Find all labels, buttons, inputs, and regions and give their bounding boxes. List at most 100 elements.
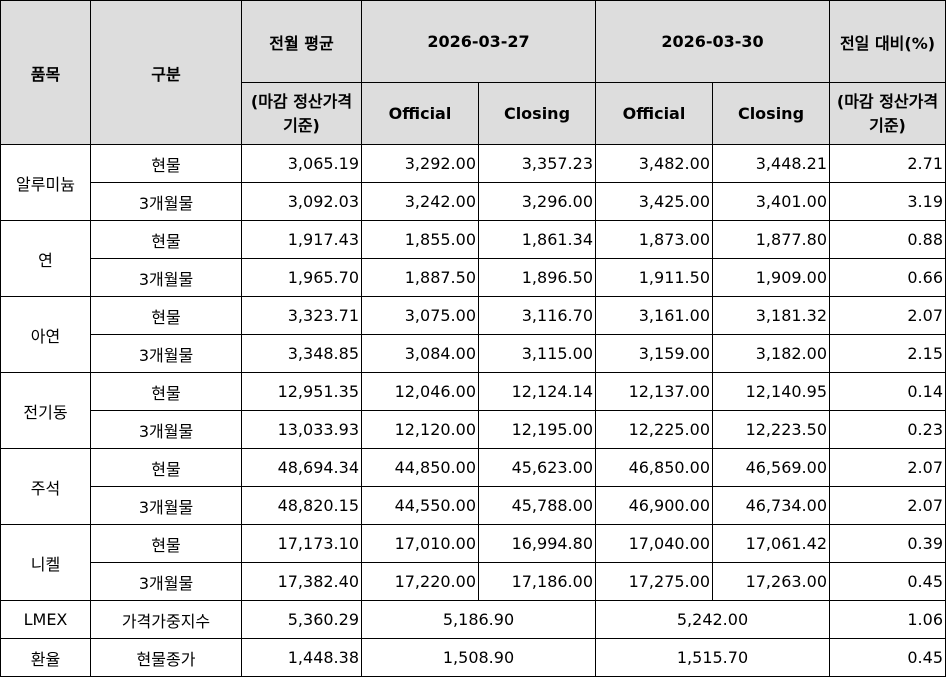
prev-month-avg-cell: 3,092.03 [241, 182, 362, 221]
date1-closing-cell: 3,357.23 [478, 144, 596, 183]
table-row: 주석 현물 48,694.34 44,850.00 45,623.00 46,8… [0, 448, 946, 525]
date2-official-cell: 17,275.00 [595, 562, 713, 601]
category-cell: 현물 [90, 220, 242, 259]
header-date1-closing: Closing [478, 82, 596, 145]
category-cell: 현물종가 [90, 638, 242, 677]
prev-month-avg-cell: 3,323.71 [241, 296, 362, 335]
date2-closing-cell: 12,140.95 [712, 372, 830, 411]
header-date-2: 2026-03-30 [595, 0, 830, 83]
date1-closing-cell: 45,788.00 [478, 486, 596, 525]
date1-closing-cell: 3,296.00 [478, 182, 596, 221]
date2-official-cell: 12,225.00 [595, 410, 713, 449]
header-row-2: (마감 정산가격 기준) Official Closing Official C… [1, 82, 946, 145]
date2-value-cell: 1,515.70 [595, 638, 830, 677]
item-name: 니켈 [0, 524, 91, 601]
category-cell: 가격가중지수 [90, 600, 242, 639]
header-date2-closing: Closing [712, 82, 830, 145]
date1-closing-cell: 16,994.80 [478, 524, 596, 563]
table-row: 3개월물 13,033.93 12,120.00 12,195.00 12,22… [1, 410, 946, 449]
date2-official-cell: 3,159.00 [595, 334, 713, 373]
change-cell: 2.71 [829, 144, 946, 183]
change-cell: 2.07 [829, 296, 946, 335]
header-item: 품목 [0, 0, 91, 145]
date1-closing-cell: 3,115.00 [478, 334, 596, 373]
change-cell: 0.14 [829, 372, 946, 411]
date2-closing-cell: 46,734.00 [712, 486, 830, 525]
date1-official-cell: 3,084.00 [361, 334, 479, 373]
item-name: 전기동 [0, 372, 91, 449]
date1-official-cell: 3,075.00 [361, 296, 479, 335]
prev-month-avg-cell: 3,065.19 [241, 144, 362, 183]
date2-closing-cell: 3,182.00 [712, 334, 830, 373]
date1-closing-cell: 3,116.70 [478, 296, 596, 335]
header-category: 구분 [90, 0, 242, 145]
category-cell: 현물 [90, 372, 242, 411]
item-name: 환율 [0, 638, 91, 677]
change-cell: 0.45 [829, 562, 946, 601]
date2-closing-cell: 3,448.21 [712, 144, 830, 183]
change-cell: 0.23 [829, 410, 946, 449]
date2-official-cell: 46,850.00 [595, 448, 713, 487]
category-cell: 3개월물 [90, 334, 242, 373]
header-row-1: 품목 구분 전월 평균 2026-03-27 2026-03-30 전일 대비(… [0, 0, 946, 145]
date2-closing-cell: 12,223.50 [712, 410, 830, 449]
table-row: 알루미늄 현물 3,065.19 3,292.00 3,357.23 3,482… [0, 144, 946, 221]
category-cell: 현물 [90, 448, 242, 487]
change-cell: 2.07 [829, 448, 946, 487]
header-change: 전일 대비(%) [829, 0, 946, 83]
date1-official-cell: 3,242.00 [361, 182, 479, 221]
prev-month-avg-cell: 1,965.70 [241, 258, 362, 297]
date1-value-cell: 5,186.90 [361, 600, 596, 639]
date1-official-cell: 17,010.00 [361, 524, 479, 563]
date2-official-cell: 17,040.00 [595, 524, 713, 563]
prev-month-avg-cell: 48,820.15 [241, 486, 362, 525]
date1-closing-cell: 1,896.50 [478, 258, 596, 297]
table-row: 전기동 현물 12,951.35 12,046.00 12,124.14 12,… [0, 372, 946, 449]
date2-value-cell: 5,242.00 [595, 600, 830, 639]
header-date-1: 2026-03-27 [361, 0, 596, 83]
date1-value-cell: 1,508.90 [361, 638, 596, 677]
date1-official-cell: 44,550.00 [361, 486, 479, 525]
header-date1-official: Official [361, 82, 479, 145]
prev-month-avg-cell: 1,448.38 [241, 638, 362, 677]
category-cell: 3개월물 [90, 258, 242, 297]
table-row: 연 현물 1,917.43 1,855.00 1,861.34 1,873.00… [0, 220, 946, 297]
date1-closing-cell: 1,861.34 [478, 220, 596, 259]
prev-month-avg-cell: 1,917.43 [241, 220, 362, 259]
date2-closing-cell: 17,061.42 [712, 524, 830, 563]
date2-closing-cell: 1,909.00 [712, 258, 830, 297]
table-row: 3개월물 17,382.40 17,220.00 17,186.00 17,27… [1, 562, 946, 601]
change-cell: 0.88 [829, 220, 946, 259]
date2-closing-cell: 3,181.32 [712, 296, 830, 335]
table-row: 3개월물 3,348.85 3,084.00 3,115.00 3,159.00… [1, 334, 946, 373]
change-cell: 0.66 [829, 258, 946, 297]
change-cell: 0.45 [829, 638, 946, 677]
table-row-lmex: LMEX 가격가중지수 5,360.29 5,186.90 5,242.00 1… [0, 600, 946, 639]
change-cell: 2.07 [829, 486, 946, 525]
category-cell: 3개월물 [90, 486, 242, 525]
header-prev-month-avg-note: (마감 정산가격 기준) [241, 82, 362, 145]
date1-official-cell: 12,046.00 [361, 372, 479, 411]
date2-closing-cell: 17,263.00 [712, 562, 830, 601]
category-cell: 현물 [90, 296, 242, 335]
date2-official-cell: 1,873.00 [595, 220, 713, 259]
prev-month-avg-cell: 5,360.29 [241, 600, 362, 639]
date1-closing-cell: 12,124.14 [478, 372, 596, 411]
item-name: LMEX [0, 600, 91, 639]
date1-official-cell: 17,220.00 [361, 562, 479, 601]
date2-closing-cell: 1,877.80 [712, 220, 830, 259]
table-row: 3개월물 48,820.15 44,550.00 45,788.00 46,90… [1, 486, 946, 525]
date2-official-cell: 3,482.00 [595, 144, 713, 183]
date1-official-cell: 3,292.00 [361, 144, 479, 183]
prev-month-avg-cell: 17,173.10 [241, 524, 362, 563]
date1-official-cell: 1,887.50 [361, 258, 479, 297]
category-cell: 현물 [90, 524, 242, 563]
item-name: 아연 [0, 296, 91, 373]
item-name: 연 [0, 220, 91, 297]
item-name: 주석 [0, 448, 91, 525]
header-change-note: (마감 정산가격 기준) [829, 82, 946, 145]
table-row-fx: 환율 현물종가 1,448.38 1,508.90 1,515.70 0.45 [0, 638, 946, 677]
date2-closing-cell: 3,401.00 [712, 182, 830, 221]
table-row: 니켈 현물 17,173.10 17,010.00 16,994.80 17,0… [0, 524, 946, 601]
